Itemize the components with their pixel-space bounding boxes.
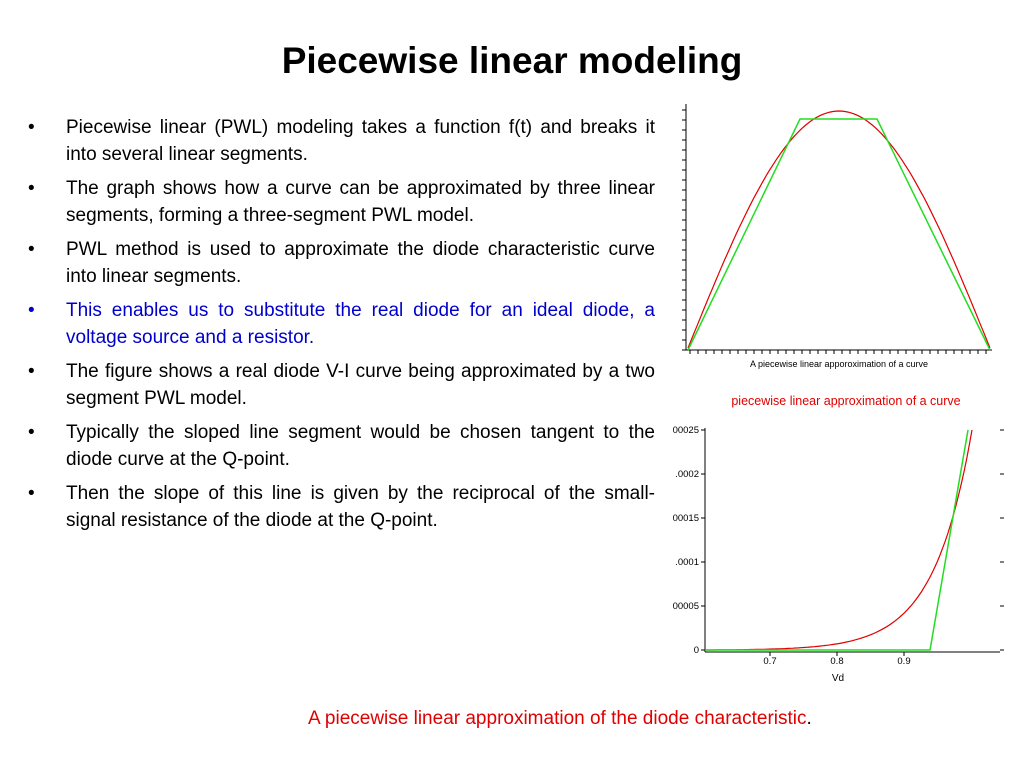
bullet-list: • Piecewise linear (PWL) modeling takes a…: [28, 114, 655, 541]
y-tick-label: .0001: [675, 557, 699, 568]
y-tick-label: 00005: [673, 601, 699, 612]
ticks: [682, 109, 987, 354]
bullet-text: The figure shows a real diode V-I curve …: [66, 361, 655, 409]
bullet: • PWL method is used to approximate the d…: [28, 236, 655, 290]
bullet-dot: •: [28, 239, 35, 260]
bullet: • The graph shows how a curve can be appr…: [28, 175, 655, 229]
bullet-text: PWL method is used to approximate the di…: [66, 239, 655, 287]
bullet-text: Then the slope of this line is given by …: [66, 483, 655, 531]
bullet-text: This enables us to substitute the real d…: [66, 300, 655, 348]
y-tick-label: 00025: [673, 425, 699, 436]
caption: A piecewise linear approximation of the …: [308, 708, 812, 730]
bullet: • The figure shows a real diode V-I curve…: [28, 358, 655, 412]
bullet-text: Typically the sloped line segment would …: [66, 422, 655, 470]
bullet-dot: •: [28, 178, 35, 199]
caption-period: .: [806, 708, 812, 729]
y-tick-label: 0: [694, 645, 699, 656]
x-axis-label: Vd: [832, 673, 844, 684]
tick-labels: 00025 .0002 00015 .0001 00005 0 0.7 0.8 0.9: [673, 425, 911, 667]
slide-title: Piecewise linear modeling: [281, 40, 743, 81]
bullet: • Then the slope of this line is given by…: [28, 480, 655, 534]
bullet-dot: •: [28, 422, 35, 443]
bullet-dot: •: [28, 361, 35, 382]
x-tick-label: 0.7: [763, 656, 776, 667]
figure-2: 00025 .0002 00015 .0001 00005 0 0.7 0.8 0.9 Vd: [673, 425, 1004, 684]
bullet-text: The graph shows how a curve can be appro…: [66, 178, 655, 226]
diode-curve: [705, 429, 973, 651]
figure-caption: piecewise linear approximation of a curv…: [731, 394, 960, 408]
figure-inner-caption: A piecewise linear apporoximation of a c…: [750, 359, 928, 369]
bullet: • This enables us to substitute the real …: [28, 297, 655, 351]
curve: [687, 110, 991, 349]
x-tick-label: 0.8: [830, 656, 843, 667]
y-tick-label: 00015: [673, 513, 699, 524]
pwl-line: [687, 118, 991, 351]
bullet-text: Piecewise linear (PWL) modeling takes a …: [66, 117, 655, 165]
x-tick-label: 0.9: [897, 656, 910, 667]
bullet-dot: •: [28, 483, 35, 504]
pwl-line: [705, 429, 969, 651]
bullet-dot: •: [28, 117, 35, 138]
y-tick-label: .0002: [675, 469, 699, 480]
bullet: • Typically the sloped line segment would…: [28, 419, 655, 473]
bullet-dot: •: [28, 300, 35, 321]
caption-text: A piecewise linear approximation of the …: [308, 708, 807, 729]
ticks: [701, 429, 1004, 656]
figure-1: A piecewise linear apporoximation of a c…: [682, 104, 992, 408]
bullet: • Piecewise linear (PWL) modeling takes a…: [28, 114, 655, 168]
